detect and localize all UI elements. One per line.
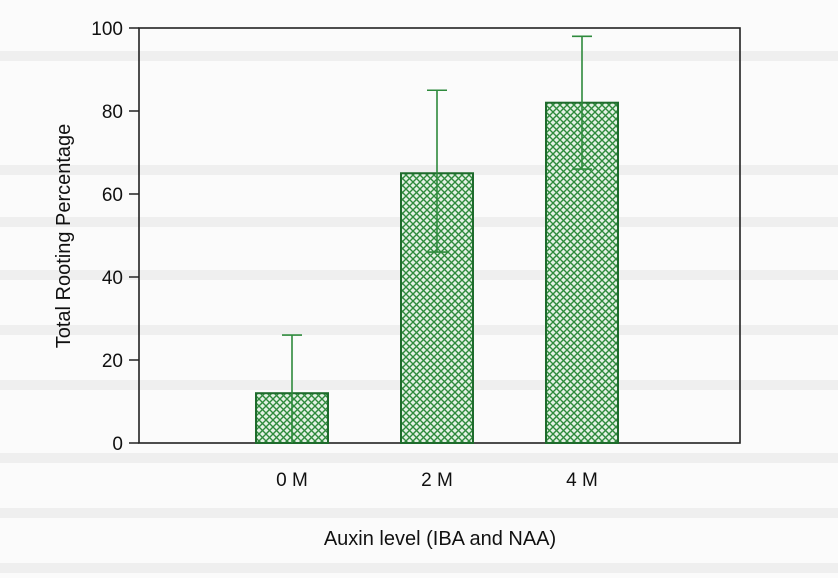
y-axis: 0 20 40 60 80 100 [91,19,139,455]
y-tick-label: 40 [102,268,123,289]
x-tick-label: 4 M [566,470,598,491]
y-axis-title: Total Rooting Percentage [53,124,75,349]
x-axis: 0 M 2 M 4 M [276,470,598,491]
y-tick-label: 20 [102,351,123,372]
y-tick-label: 100 [91,19,123,40]
x-tick-label: 2 M [421,470,453,491]
y-tick-label: 80 [102,102,123,123]
x-axis-title: Auxin level (IBA and NAA) [324,528,556,550]
y-tick-label: 60 [102,185,123,206]
y-tick-label: 0 [112,434,123,455]
x-tick-label: 0 M [276,470,308,491]
error-bars-group [282,35,592,443]
